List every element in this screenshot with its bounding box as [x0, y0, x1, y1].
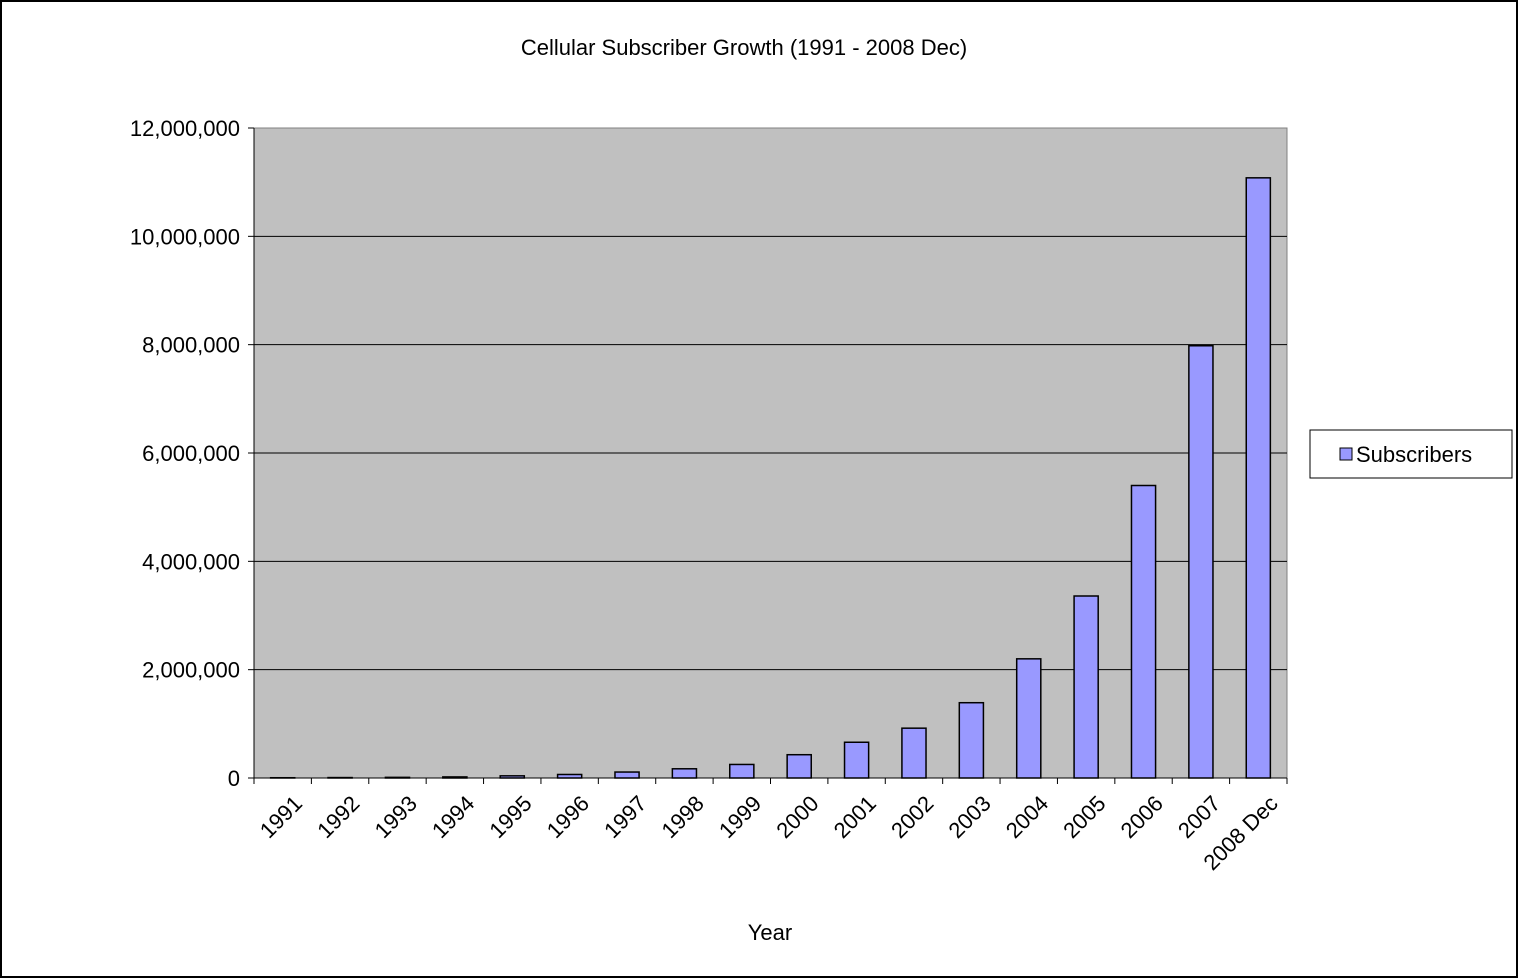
x-tick-label: 1998 — [657, 791, 709, 843]
x-tick-label: 2005 — [1058, 791, 1110, 843]
x-tick-label: 1994 — [427, 791, 479, 843]
bar-2004 — [1015, 658, 1042, 779]
x-tick-label: 2001 — [829, 791, 881, 843]
bar-1999 — [729, 763, 755, 779]
y-tick-label: 8,000,000 — [142, 333, 240, 358]
x-axis: 1991 1992 1993 1994 1995 1996 1997 1998 1999 2000… — [253, 777, 1288, 875]
bar-2006 — [1130, 484, 1157, 779]
y-tick-label: 12,000,000 — [130, 116, 240, 141]
chart-title: Cellular Subscriber Growth (1991 - 2008 … — [521, 35, 967, 60]
bar-1998 — [671, 768, 698, 779]
bar-1994 — [442, 776, 468, 779]
bar-1997 — [614, 771, 640, 779]
legend: Subscribers — [1309, 429, 1513, 479]
x-tick-label: 1992 — [312, 791, 364, 843]
x-tick-label: 1991 — [255, 791, 307, 843]
bar-2008-dec — [1245, 177, 1272, 779]
bar-1996 — [556, 773, 583, 779]
x-tick-label: 1995 — [484, 791, 536, 843]
bar-2005 — [1073, 595, 1099, 779]
gridlines — [254, 235, 1287, 671]
bar-1993 — [384, 776, 411, 779]
x-tick-label: 1996 — [542, 791, 594, 843]
x-tick-label: 2002 — [886, 791, 938, 843]
y-tick-label: 10,000,000 — [130, 224, 240, 249]
y-tick-label: 0 — [228, 766, 240, 791]
bars — [269, 177, 1272, 779]
y-tick-label: 4,000,000 — [142, 549, 240, 574]
x-tick-label: 2003 — [943, 791, 995, 843]
legend-label: Subscribers — [1356, 442, 1472, 467]
x-tick-label: 2007 — [1173, 791, 1225, 843]
y-axis: 0 2,000,000 4,000,000 6,000,000 8,000,000 10,… — [130, 116, 255, 791]
y-tick-label: 2,000,000 — [142, 658, 240, 683]
x-tick-label: 2006 — [1116, 791, 1168, 843]
x-tick-label: 1999 — [714, 791, 766, 843]
x-tick-label: 1993 — [370, 791, 422, 843]
x-tick-label: 1997 — [599, 791, 651, 843]
bar-2007 — [1188, 345, 1214, 779]
x-axis-title: Year — [748, 920, 792, 945]
bar-2003 — [958, 701, 985, 779]
bar-2001 — [843, 741, 870, 779]
y-tick-label: 6,000,000 — [142, 441, 240, 466]
x-tick-label: 2000 — [771, 791, 823, 843]
bar-1995 — [499, 775, 526, 779]
bar-2000 — [786, 753, 812, 779]
x-tick-label: 2004 — [1001, 791, 1053, 843]
bar-2002 — [901, 727, 927, 779]
legend-swatch — [1339, 447, 1353, 461]
